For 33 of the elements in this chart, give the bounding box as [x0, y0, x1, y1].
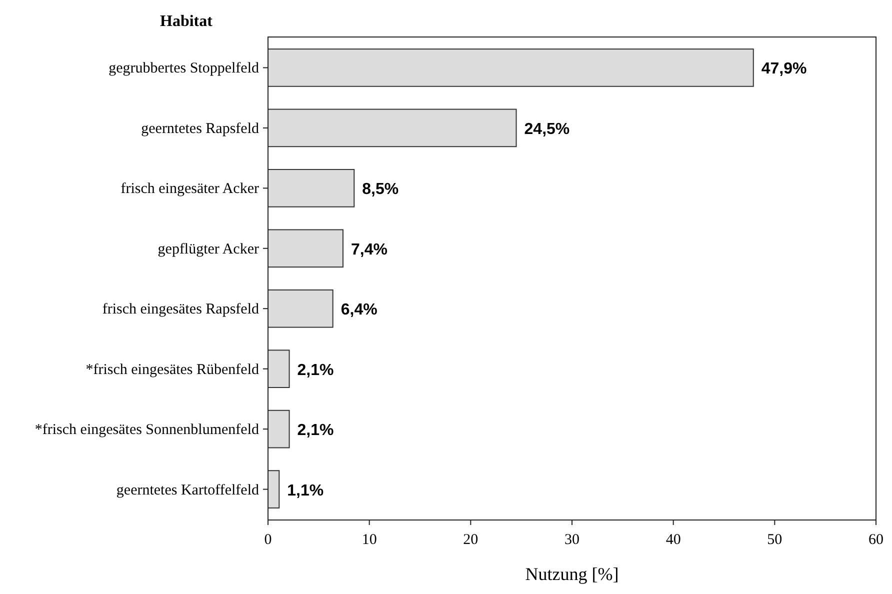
bar: [268, 350, 290, 388]
x-tick-label: 0: [264, 532, 272, 548]
bar: [268, 229, 344, 268]
y-tick-label: *frisch eingesätes Sonnenblumenfeld: [34, 422, 260, 438]
data-label: 8,5%: [362, 181, 399, 198]
y-tick-label: *frisch eingesätes Rübenfeld: [86, 362, 260, 378]
y-tick-label: geerntetes Kartoffelfeld: [116, 482, 260, 498]
bar: [268, 289, 334, 328]
y-axis-title: Habitat: [160, 13, 214, 30]
y-tick-label: frisch eingesäter Acker: [120, 181, 259, 198]
x-tick-label: 20: [463, 532, 478, 548]
data-label: 1,1%: [287, 482, 324, 500]
data-label: 7,4%: [350, 241, 388, 258]
bar: [268, 470, 280, 508]
x-axis-title: Nutzung [%]: [525, 564, 619, 584]
y-tick-label: gegrubbertes Stoppelfeld: [108, 60, 260, 77]
y-tick-label: geerntetes Rapsfeld: [141, 120, 260, 137]
bar: [268, 108, 517, 148]
data-label: 6,4%: [340, 302, 378, 319]
y-tick-label: gepflügter Acker: [158, 241, 259, 258]
data-label: 2,1%: [297, 422, 334, 440]
x-tick-label: 40: [666, 532, 681, 548]
bar: [268, 168, 355, 208]
x-tick-label: 50: [767, 532, 782, 548]
data-label: 2,1%: [297, 362, 334, 379]
x-tick-label: 30: [564, 532, 580, 548]
x-tick-label: 60: [868, 532, 884, 548]
data-label: 47,9%: [761, 60, 807, 78]
y-tick-label: frisch eingesätes Rapsfeld: [102, 302, 260, 318]
data-label: 24,5%: [524, 120, 570, 138]
bar: [268, 410, 290, 448]
bar: [268, 48, 754, 87]
x-tick-label: 10: [362, 532, 377, 548]
